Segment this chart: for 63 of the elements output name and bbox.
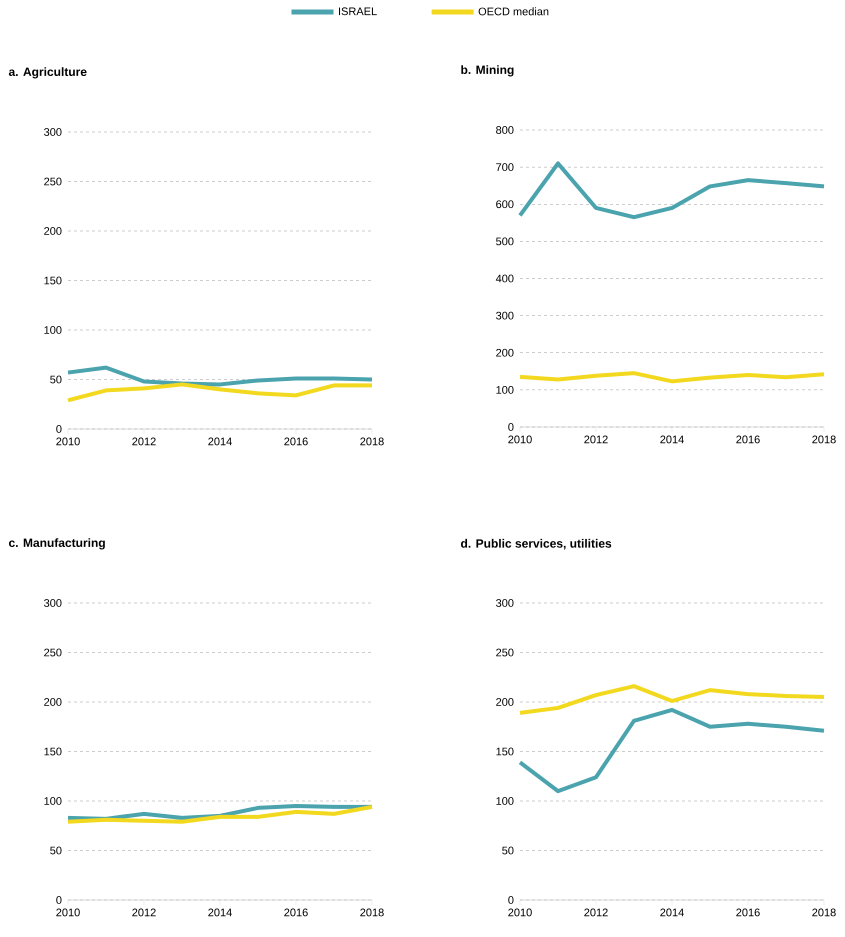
x-tick-label: 2012 xyxy=(584,436,608,444)
y-tick-label: 250 xyxy=(496,648,514,656)
x-tick-label: 2016 xyxy=(736,436,760,444)
x-tick-label: 2018 xyxy=(812,436,836,444)
y-tick-label: 150 xyxy=(44,276,62,284)
chart-title: d. Public services, utilities xyxy=(461,538,612,550)
x-tick-label: 2018 xyxy=(360,908,384,916)
line-series xyxy=(66,804,374,824)
y-tick-label: 100 xyxy=(496,797,514,805)
y-tick-label: 800 xyxy=(496,126,514,134)
x-tick-label: 2016 xyxy=(284,908,308,916)
line-series xyxy=(66,366,374,386)
x-tick-label: 2012 xyxy=(132,438,156,446)
y-tick-label: 50 xyxy=(50,846,62,854)
y-tick-label: 300 xyxy=(496,599,514,607)
y-tick-label: 100 xyxy=(44,797,62,805)
y-tick-label: 200 xyxy=(496,698,514,706)
legend-label: ISRAEL xyxy=(339,7,377,16)
y-tick-label: 100 xyxy=(496,386,514,394)
x-tick-label: 2014 xyxy=(208,438,232,446)
y-tick-label: 250 xyxy=(44,648,62,656)
x-tick-label: 2012 xyxy=(132,908,156,916)
y-tick-label: 50 xyxy=(50,376,62,384)
line-series xyxy=(518,371,826,384)
x-tick-label: 2012 xyxy=(584,908,608,916)
x-tick-label: 2014 xyxy=(660,436,684,444)
line-series xyxy=(518,161,826,220)
y-tick-label: 100 xyxy=(44,326,62,334)
chart-title: b. Mining xyxy=(461,65,514,76)
x-tick-label: 2014 xyxy=(660,908,684,916)
x-tick-label: 2018 xyxy=(812,908,836,916)
y-tick-label: 400 xyxy=(496,274,514,282)
line-series xyxy=(518,684,826,715)
line-series xyxy=(518,708,826,794)
y-tick-label: 300 xyxy=(496,312,514,320)
x-tick-label: 2016 xyxy=(736,908,760,916)
y-tick-label: 200 xyxy=(44,698,62,706)
y-tick-label: 500 xyxy=(496,237,514,246)
y-tick-label: 50 xyxy=(502,846,514,854)
x-tick-label: 2010 xyxy=(56,438,80,446)
x-tick-label: 2010 xyxy=(508,908,532,916)
y-tick-label: 600 xyxy=(496,200,514,208)
y-tick-label: 0 xyxy=(56,896,62,904)
y-tick-label: 0 xyxy=(56,425,62,433)
x-tick-label: 2014 xyxy=(208,908,232,916)
y-tick-label: 700 xyxy=(496,163,514,172)
y-tick-label: 300 xyxy=(44,128,62,136)
y-tick-label: 200 xyxy=(496,348,514,357)
x-tick-label: 2010 xyxy=(508,436,532,444)
y-tick-label: 0 xyxy=(508,423,514,431)
y-tick-label: 250 xyxy=(44,178,62,186)
y-tick-label: 200 xyxy=(44,227,62,235)
chart-title: a. Agriculture xyxy=(8,67,87,78)
x-tick-label: 2010 xyxy=(56,908,80,916)
y-tick-label: 150 xyxy=(496,748,514,756)
y-tick-label: 150 xyxy=(44,748,62,756)
x-tick-label: 2018 xyxy=(360,438,384,446)
legend-label: OECD median xyxy=(478,7,548,16)
y-tick-label: 300 xyxy=(44,599,62,607)
y-tick-label: 0 xyxy=(508,896,514,904)
line-series xyxy=(66,382,374,402)
x-tick-label: 2016 xyxy=(284,438,308,446)
chart-title: c. Manufacturing xyxy=(9,538,105,550)
